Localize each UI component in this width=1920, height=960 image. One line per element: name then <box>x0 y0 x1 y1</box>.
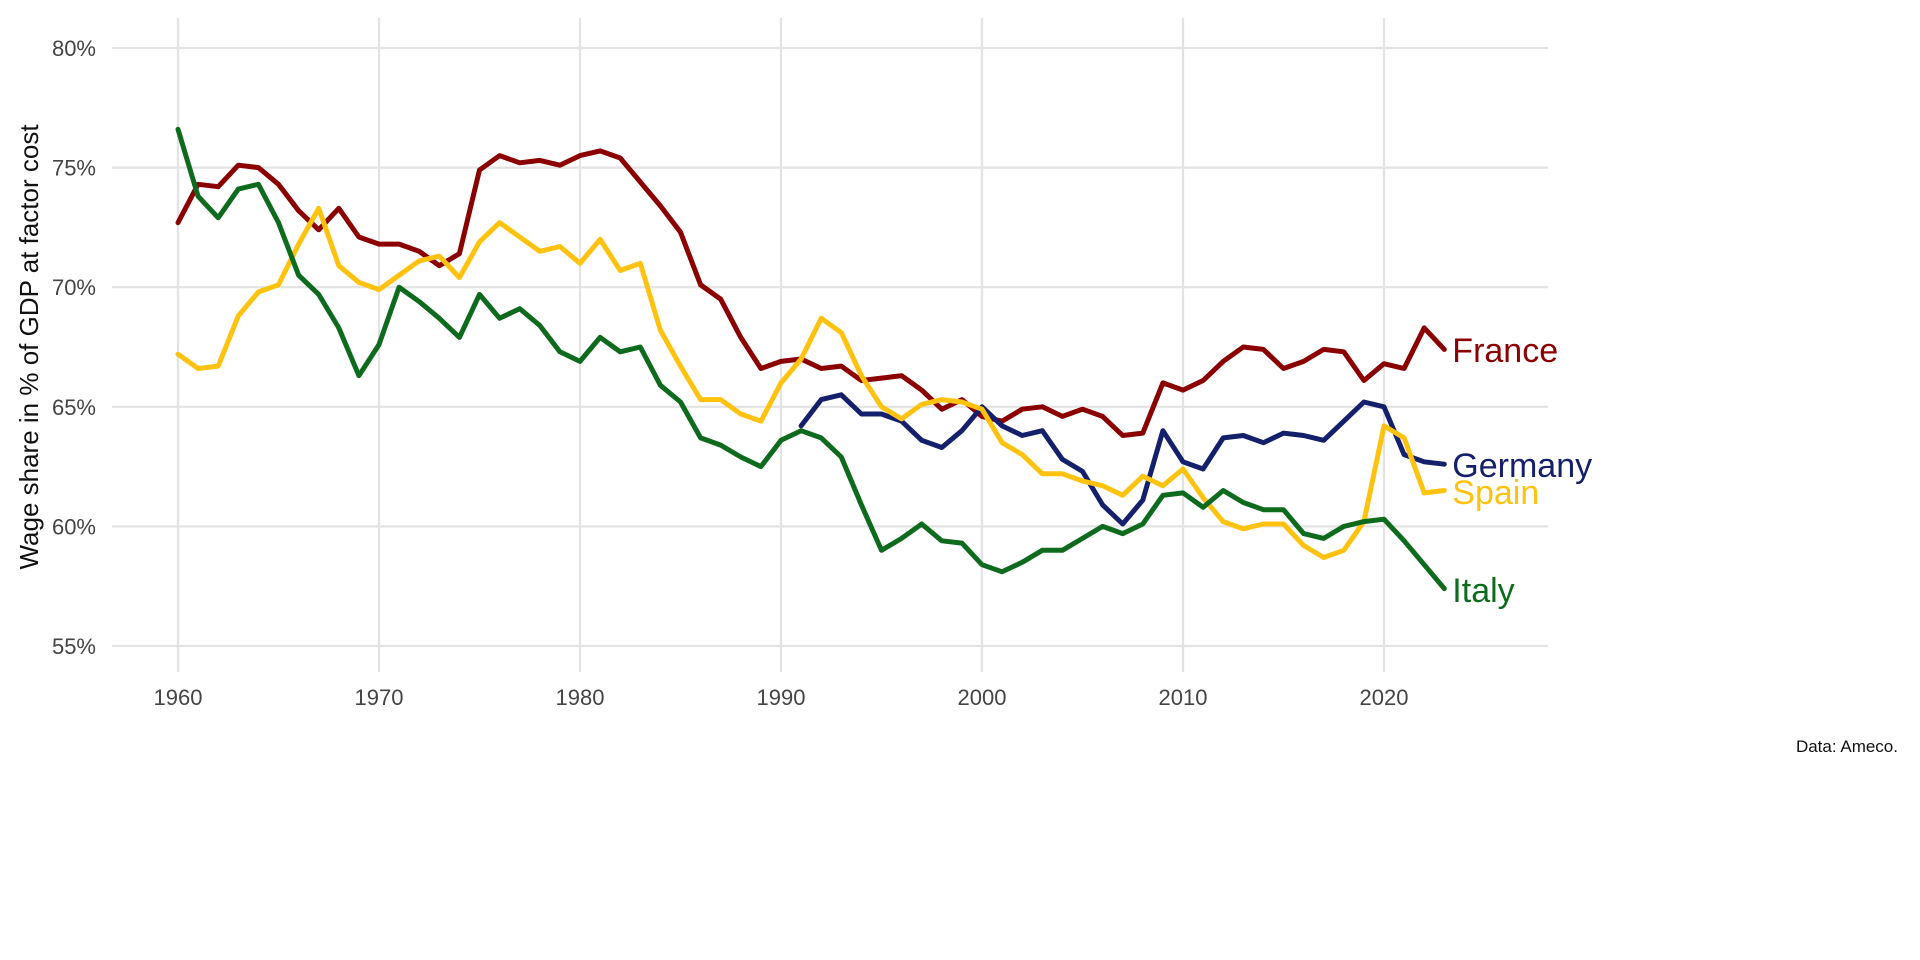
label-italy: Italy <box>1452 572 1514 610</box>
y-axis-label: Wage share in % of GDP at factor cost <box>14 124 44 570</box>
x-tick-label: 1980 <box>556 685 605 710</box>
line-italy <box>175 126 1447 592</box>
line-germany <box>798 392 1447 527</box>
label-germany: Germany <box>1452 447 1592 485</box>
series-lines <box>175 126 1447 592</box>
x-tick-label: 2000 <box>958 685 1007 710</box>
y-tick-label: 80% <box>52 36 96 61</box>
x-tick-label: 2010 <box>1159 685 1208 710</box>
y-tick-label: 55% <box>52 634 96 659</box>
y-tick-label: 65% <box>52 395 96 420</box>
caption: Data: Ameco. <box>1796 737 1898 756</box>
label-france: France <box>1452 332 1558 370</box>
x-tick-label: 1990 <box>757 685 806 710</box>
y-tick-label: 75% <box>52 156 96 181</box>
y-tick-label: 70% <box>52 275 96 300</box>
x-tick-label: 2020 <box>1360 685 1409 710</box>
line-france <box>175 148 1447 438</box>
label-spain: Spain <box>1452 474 1539 512</box>
line-spain <box>175 205 1447 560</box>
grid: 55% 60% 65% 70% 75% 80% 1960 1970 1980 1990 2000 20… <box>52 18 1548 710</box>
x-tick-label: 1970 <box>355 685 404 710</box>
y-tick-label: 60% <box>52 514 96 539</box>
x-tick-label: 1960 <box>154 685 203 710</box>
